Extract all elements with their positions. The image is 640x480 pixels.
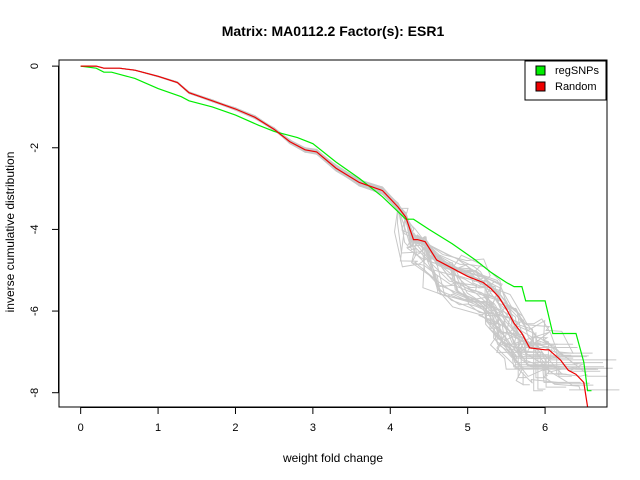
random-simulation-line (80, 65, 567, 388)
random-simulation-line (80, 65, 539, 370)
chart-title: Matrix: MA0112.2 Factor(s): ESR1 (222, 23, 445, 39)
y-axis: 0 -2 -4 -6 -8 (29, 63, 59, 398)
y-tick-label: -8 (29, 388, 41, 398)
x-tick-label: 5 (465, 422, 471, 434)
random-simulation-line (80, 65, 549, 363)
x-tick-label: 0 (78, 422, 84, 434)
random-simulation-line (80, 65, 617, 361)
y-axis-label: inverse cumulative distribution (3, 152, 17, 313)
random-simulation-lines (80, 65, 620, 392)
legend: regSNPs Random (524, 60, 607, 101)
random-simulation-line (80, 65, 603, 364)
x-axis-label: weight fold change (282, 451, 383, 465)
x-tick-label: 4 (387, 422, 393, 434)
random-simulation-line (80, 65, 546, 390)
random-simulation-line (80, 65, 530, 386)
x-axis: 0 1 2 3 4 5 6 (78, 407, 548, 434)
random-simulation-line (80, 65, 533, 368)
random-simulation-line (80, 65, 558, 345)
regsnps-line (80, 65, 592, 392)
legend-swatch (535, 81, 546, 92)
x-tick-label: 1 (155, 422, 161, 434)
y-tick-label: -2 (29, 143, 41, 153)
random-simulation-line (80, 65, 601, 372)
random-simulation-line (80, 65, 589, 357)
x-tick-label: 6 (542, 422, 548, 434)
y-tick-label: 0 (29, 63, 41, 69)
x-tick-label: 3 (310, 422, 316, 434)
legend-swatch (535, 65, 546, 76)
y-tick-label: -4 (29, 225, 41, 235)
legend-label: Random (555, 81, 597, 93)
random-simulation-line (80, 65, 599, 370)
x-tick-label: 2 (232, 422, 238, 434)
series-lines (80, 65, 592, 408)
y-tick-label: -6 (29, 306, 41, 316)
random-simulation-line (80, 65, 563, 375)
random-simulation-line (80, 65, 613, 369)
random-simulation-line (80, 65, 578, 366)
random-simulation-line (80, 65, 565, 368)
random-simulation-line (80, 65, 527, 379)
random-simulation-line (80, 65, 548, 377)
random-simulation-line (80, 65, 547, 379)
random-simulation-line (80, 65, 544, 392)
random-line (80, 65, 589, 408)
legend-label: regSNPs (555, 65, 600, 77)
random-simulation-line (80, 65, 574, 345)
